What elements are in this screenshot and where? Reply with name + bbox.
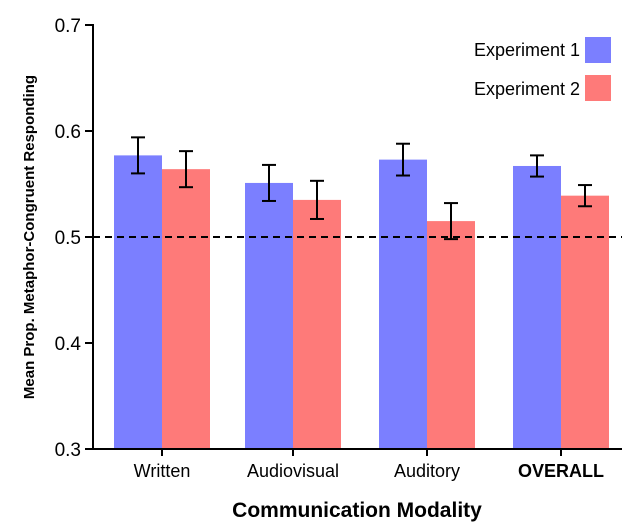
x-category-label-auditory: Auditory xyxy=(394,461,460,481)
bars-layer xyxy=(114,155,609,450)
bar-1-overall xyxy=(513,165,561,450)
legend-label-experiment-1: Experiment 1 xyxy=(474,40,580,60)
error-bar-1-overall xyxy=(530,154,544,178)
error-bar-1-written xyxy=(131,136,145,175)
x-categories-layer: Written Audiovisual Auditory OVERALL xyxy=(134,449,604,481)
y-axis-title: Mean Prop. Metaphor-Congruent Responding xyxy=(21,75,38,399)
error-bar-2-audiovisual xyxy=(310,179,324,220)
x-category-label-audiovisual: Audiovisual xyxy=(247,461,339,481)
error-bar-2-written xyxy=(179,150,193,189)
bar-1-auditory xyxy=(379,159,427,449)
y-ticks-layer: 0.3 0.4 0.5 0.6 0.7 xyxy=(55,16,93,461)
y-tick-label-0.6: 0.6 xyxy=(55,122,81,143)
error-bar-2-auditory xyxy=(444,202,458,241)
y-tick-label-0.4: 0.4 xyxy=(55,334,82,355)
error-bar-2-overall xyxy=(578,184,592,208)
bar-2-audiovisual xyxy=(293,199,341,449)
bar-2-overall xyxy=(561,195,609,449)
error-bars-layer xyxy=(131,136,592,241)
y-tick-label-0.5: 0.5 xyxy=(55,228,81,249)
x-category-label-written: Written xyxy=(134,461,191,481)
x-axis-title: Communication Modality xyxy=(232,499,482,522)
bar-2-auditory xyxy=(427,221,475,449)
legend-swatch-experiment-2 xyxy=(585,75,611,101)
legend: Experiment 1 Experiment 2 xyxy=(474,37,611,101)
legend-swatch-experiment-1 xyxy=(585,37,611,63)
error-bar-1-auditory xyxy=(396,142,410,177)
error-bar-1-audiovisual xyxy=(262,163,276,202)
legend-label-experiment-2: Experiment 2 xyxy=(474,79,580,99)
y-tick-label-0.3: 0.3 xyxy=(55,440,81,461)
bar-2-written xyxy=(162,169,210,449)
bar-1-written xyxy=(114,155,162,449)
y-tick-label-0.7: 0.7 xyxy=(55,16,81,37)
bar-1-audiovisual xyxy=(245,182,293,449)
x-category-label-overall: OVERALL xyxy=(518,461,604,481)
